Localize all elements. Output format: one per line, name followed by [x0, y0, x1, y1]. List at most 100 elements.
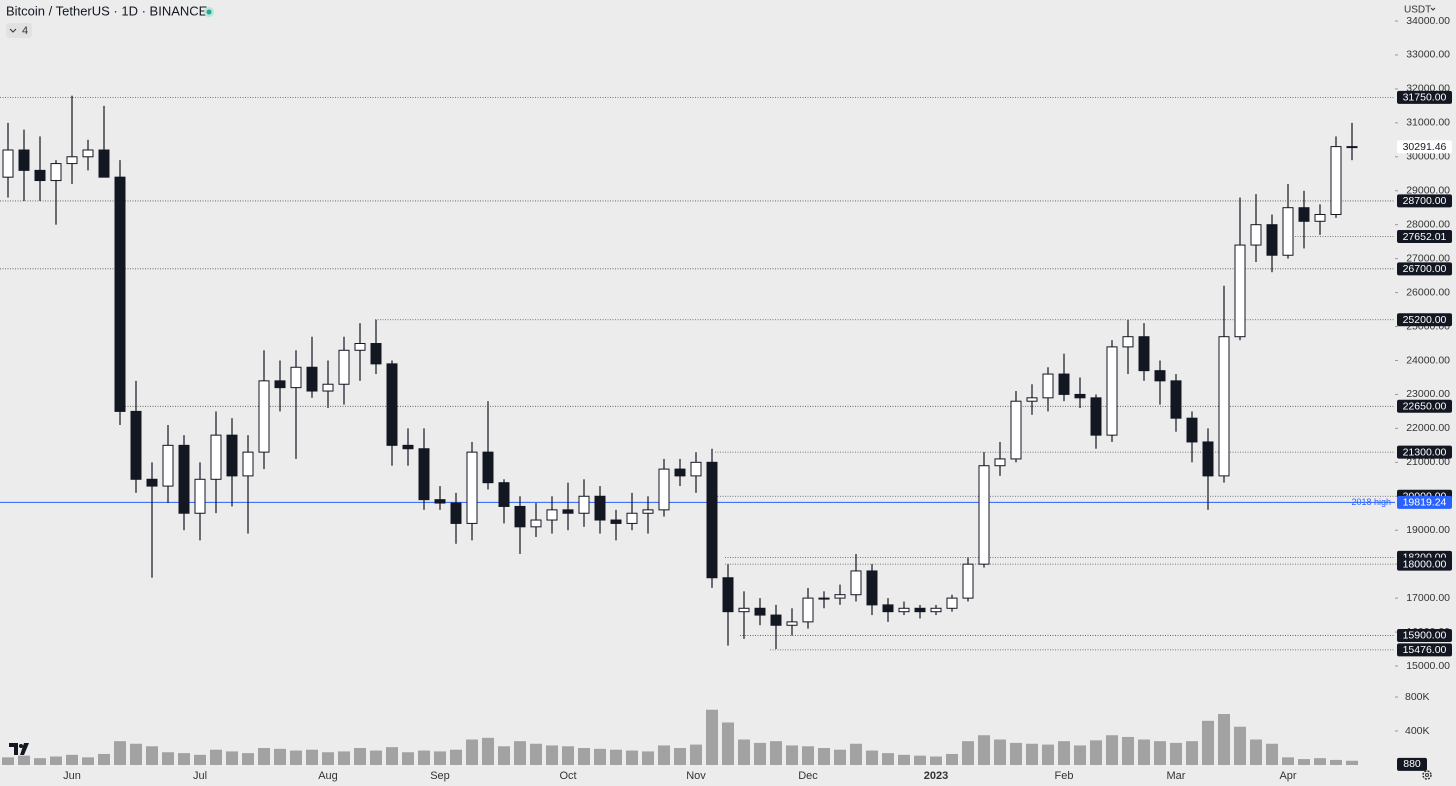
volume-bar: [82, 757, 94, 765]
volume-bar: [658, 745, 670, 765]
volume-bar: [194, 754, 206, 765]
reference-name: 2018 high: [1351, 497, 1391, 507]
volume-bar: [1330, 759, 1342, 765]
candle-body: [1346, 146, 1358, 149]
candle-body: [210, 434, 222, 480]
volume-bar: [802, 746, 814, 765]
volume-bar: [530, 743, 542, 765]
candle-body: [674, 468, 686, 477]
volume-bar: [18, 755, 30, 765]
volume-bar: [306, 749, 318, 765]
volume-bar: [242, 753, 254, 765]
candle-body: [242, 451, 254, 477]
candle-body: [466, 451, 478, 524]
level-tag: [1397, 90, 1452, 104]
candle-body: [450, 502, 462, 524]
volume-bar: [354, 748, 366, 765]
volume-bar: [114, 741, 126, 765]
volume-bar: [578, 748, 590, 765]
indicator-toggle[interactable]: [6, 23, 32, 38]
x-tick-label: Sep: [430, 770, 450, 782]
volume-bar: [1010, 742, 1022, 765]
volume-bar: [674, 748, 686, 765]
volume-bar: [546, 745, 558, 765]
candle-body: [786, 621, 798, 626]
x-tick-label: Mar: [1167, 770, 1186, 782]
volume-bar: [994, 739, 1006, 765]
candle-body: [402, 444, 414, 450]
candle-body: [978, 465, 990, 565]
candle-body: [2, 149, 14, 178]
y-tick-label: 21000.00: [1406, 456, 1450, 468]
y-tick-label: 15000.00: [1406, 660, 1450, 672]
currency-label[interactable]: USDT: [1404, 5, 1431, 16]
candle-body: [658, 468, 670, 511]
volume-bar: [258, 748, 270, 765]
candle-body: [1298, 207, 1310, 222]
volume-bar: [834, 749, 846, 765]
volume-bar: [290, 750, 302, 765]
candle-body: [1330, 146, 1342, 216]
level-tag: [1397, 399, 1452, 413]
volume-bar: [866, 750, 878, 765]
y-tick-label: 23000.00: [1406, 388, 1450, 400]
y-tick-label: 33000.00: [1406, 49, 1450, 61]
y-tick-label: 22000.00: [1406, 422, 1450, 434]
candle-body: [690, 461, 702, 477]
candle-body: [1250, 224, 1262, 246]
candle-body: [738, 607, 750, 613]
candle-body: [530, 519, 542, 528]
volume-tag: [1397, 757, 1427, 771]
level-tag: [1397, 445, 1452, 459]
x-tick-label: Apr: [1279, 770, 1296, 782]
y-tick-label: 34000.00: [1406, 15, 1450, 27]
x-tick-label: Aug: [318, 770, 338, 782]
candle-body: [1106, 346, 1118, 436]
x-tick-label: Jun: [63, 770, 81, 782]
candle-body: [1218, 336, 1230, 477]
candle-body: [1186, 417, 1198, 443]
level-tag-label: 15476.00: [1403, 644, 1447, 656]
volume-bar: [338, 751, 350, 765]
candle-body: [18, 149, 30, 171]
x-tick-label: Jul: [193, 770, 207, 782]
candle-body: [50, 163, 62, 182]
volume-tick-label: 800K: [1405, 691, 1430, 703]
candle-body: [930, 607, 942, 613]
volume-bar: [1026, 743, 1038, 765]
volume-bar: [1346, 760, 1358, 765]
volume-bar: [146, 746, 158, 765]
candle-body: [850, 570, 862, 596]
volume-bar: [722, 722, 734, 765]
volume-bar: [1298, 759, 1310, 765]
volume-bar: [626, 750, 638, 765]
settings-icon[interactable]: [1422, 770, 1432, 780]
volume-bar: [1266, 743, 1278, 765]
volume-bar: [1090, 740, 1102, 765]
y-tick-label: 28000.00: [1406, 218, 1450, 230]
volume-bar: [50, 756, 62, 765]
candle-body: [354, 343, 366, 351]
last-price-tag: [1397, 140, 1452, 154]
candle-body: [130, 410, 142, 480]
candle-body: [274, 380, 286, 389]
candle-body: [82, 149, 94, 158]
volume-bar: [418, 750, 430, 765]
volume-bar: [754, 742, 766, 765]
volume-bar: [786, 745, 798, 765]
volume-bar: [610, 749, 622, 765]
candle-body: [754, 607, 766, 616]
volume-bar: [882, 753, 894, 765]
level-tag-label: 25200.00: [1403, 314, 1447, 326]
level-tag-label: 21300.00: [1403, 446, 1447, 458]
y-tick-label: 17000.00: [1406, 592, 1450, 604]
volume-bar: [162, 752, 174, 765]
candle-body: [882, 604, 894, 613]
last-price-tag-label: 30291.46: [1403, 141, 1447, 153]
reference-tag: [1397, 495, 1452, 509]
candle-body: [1266, 224, 1278, 256]
y-tick-label: 31000.00: [1406, 117, 1450, 129]
y-tick-label: 30000.00: [1406, 151, 1450, 163]
candle-body: [1282, 207, 1294, 256]
volume-bar: [738, 739, 750, 765]
